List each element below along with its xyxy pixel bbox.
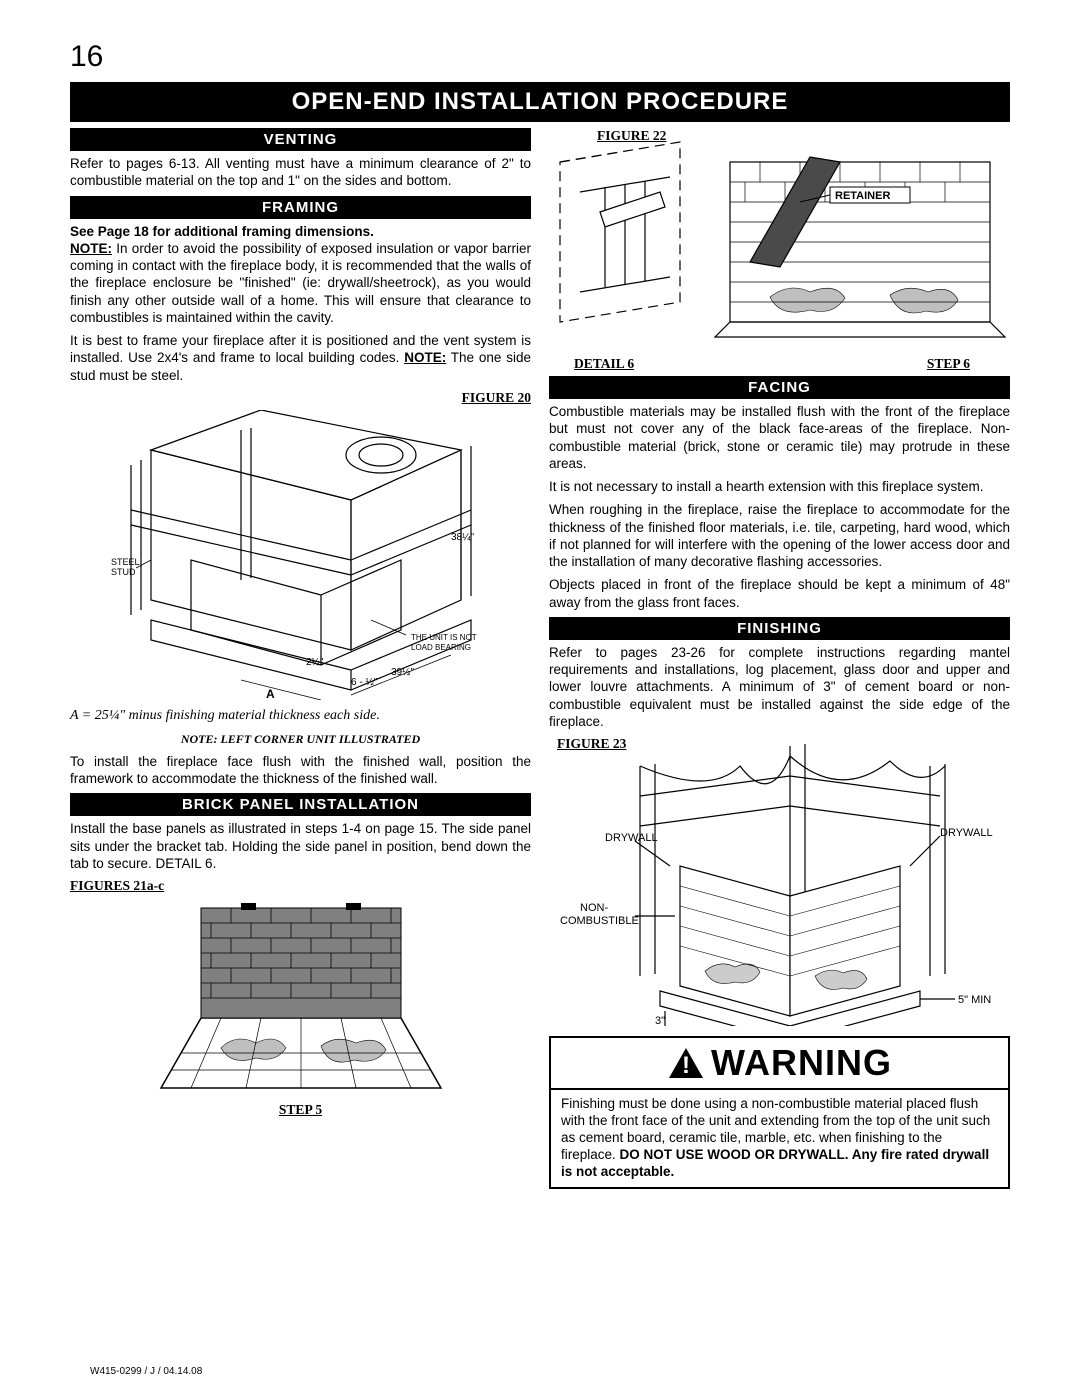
warning-body: Finishing must be done using a non-combu… [551,1090,1008,1186]
fig23-fivemin: 5" MIN [958,994,991,1006]
fig23-noncomb1: NON- [580,902,608,914]
page-number: 16 [70,40,1010,74]
detail-6-label: DETAIL 6 [574,356,634,372]
step-5-label: STEP 5 [70,1102,531,1118]
fig20-notload2: LOAD BEARING [411,643,471,652]
fig20-dim2: 2½" [306,657,324,668]
main-title-bar: OPEN-END INSTALLATION PROCEDURE [70,82,1010,122]
footer-code: W415-0299 / J / 04.14.08 [90,1366,202,1377]
right-column: RETAINER FIGURE 22 DETAIL 6 STEP 6 FACIN… [549,128,1010,1189]
warning-heading: ! WARNING [551,1038,1008,1090]
framing-body2-note: NOTE: [404,350,446,365]
brick-heading: BRICK PANEL INSTALLATION [70,793,531,816]
figure-21-diagram [151,898,451,1098]
figure-22-label: FIGURE 22 [597,128,666,144]
fig23-noncomb2: COMBUSTIBLE [560,915,639,927]
finishing-body: Refer to pages 23-26 for complete instru… [549,644,1010,730]
fig20-notload1: THE UNIT IS NOT [411,633,477,642]
finishing-heading: FINISHING [549,617,1010,640]
venting-body: Refer to pages 6-13. All venting must ha… [70,155,531,190]
facing-heading: FACING [549,376,1010,399]
step-6-label: STEP 6 [927,356,970,372]
fig23-drywall-r: DRYWALL [940,827,993,839]
fig20-dim1: 38¼" [451,531,474,543]
framing-bold-line: See Page 18 for additional framing dimen… [70,224,374,239]
brick-body: Install the base panels as illustrated i… [70,820,531,872]
figure-23-diagram: DRYWALL DRYWALL NON- COMBUSTIBLE 3" 5" M… [560,736,1000,1026]
fig20-a: A [266,687,275,700]
left-column: VENTING Refer to pages 6-13. All venting… [70,128,531,1189]
install-body: To install the fireplace face flush with… [70,753,531,788]
warning-triangle-icon: ! [667,1046,705,1080]
framing-note-label: NOTE: [70,241,112,256]
warning-box: ! WARNING Finishing must be done using a… [549,1036,1010,1188]
warning-title-text: WARNING [711,1042,892,1084]
fig23-drywall-l: DRYWALL [605,832,658,844]
fig23-three: 3" [655,1015,665,1026]
figure-22-diagram: RETAINER [550,132,1010,352]
facing-body-1: Combustible materials may be installed f… [549,403,1010,472]
framing-text-1: See Page 18 for additional framing dimen… [70,223,531,327]
page: 16 OPEN-END INSTALLATION PROCEDURE VENTI… [0,0,1080,1397]
figure-20-label: FIGURE 20 [70,390,531,406]
figure-20-italic: A = 25¼" minus finishing material thickn… [70,708,531,724]
fig20-dim4: 39½" [391,667,414,678]
figure-20-diagram: STEEL STUD 38¼" 2½" 6 - ½" 39½" A THE UN… [91,410,511,700]
framing-text-2: It is best to frame your fireplace after… [70,332,531,384]
facing-body-3: When roughing in the fireplace, raise th… [549,501,1010,570]
figure-20-note: NOTE: LEFT CORNER UNIT ILLUSTRATED [70,732,531,747]
figure-23-label: FIGURE 23 [557,736,626,752]
framing-heading: FRAMING [70,196,531,219]
fig20-dim3: 6 - ½" [351,677,378,688]
framing-note-body: In order to avoid the possibility of exp… [70,241,531,325]
fig20-steel-stud2: STUD [111,567,136,577]
figures-21-label: FIGURES 21a-c [70,878,531,894]
warning-body-b: DO NOT USE WOOD OR DRYWALL. Any fire rat… [561,1147,989,1179]
svg-text:!: ! [682,1052,690,1079]
two-column-layout: VENTING Refer to pages 6-13. All venting… [70,128,1010,1189]
facing-body-2: It is not necessary to install a hearth … [549,478,1010,495]
venting-heading: VENTING [70,128,531,151]
facing-body-4: Objects placed in front of the fireplace… [549,576,1010,611]
fig20-steel-stud: STEEL [111,557,140,567]
fig22-retainer-label: RETAINER [835,190,890,202]
